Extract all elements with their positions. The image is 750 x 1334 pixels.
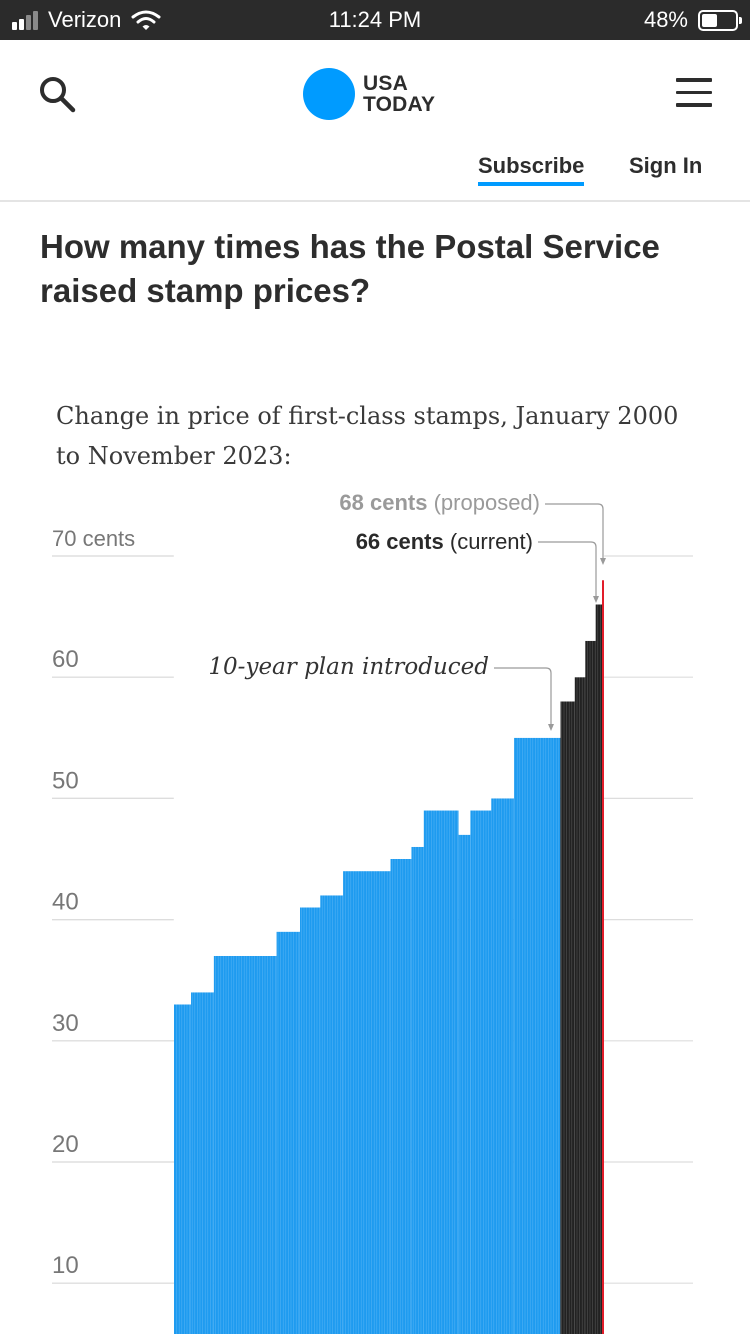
price-bar bbox=[213, 955, 277, 1334]
price-bar bbox=[458, 834, 471, 1334]
subscribe-link[interactable]: Subscribe bbox=[478, 153, 585, 186]
price-bar bbox=[585, 640, 596, 1334]
current-label: 66 cents (current) bbox=[356, 529, 533, 554]
wifi-icon bbox=[131, 10, 161, 30]
y-tick-label: 40 bbox=[52, 889, 79, 916]
status-bar: Verizon 11:24 PM 48% bbox=[0, 0, 750, 40]
menu-button[interactable] bbox=[676, 78, 712, 108]
plan-arrow bbox=[548, 724, 554, 731]
status-time: 11:24 PM bbox=[328, 7, 422, 32]
current-arrow bbox=[593, 596, 599, 603]
search-button[interactable] bbox=[38, 75, 78, 115]
price-bars bbox=[173, 554, 605, 1334]
carrier-group: Verizon bbox=[12, 7, 161, 33]
battery-group: 48% bbox=[643, 7, 742, 33]
signal-icon bbox=[12, 10, 40, 30]
plan-label: 10-year plan introduced bbox=[208, 654, 489, 680]
price-bar bbox=[423, 810, 459, 1334]
price-bar bbox=[276, 931, 300, 1334]
site-header: USA TODAY Subscribe Sign In bbox=[0, 40, 750, 202]
current-leader bbox=[538, 541, 597, 600]
y-tick-label: 10 bbox=[52, 1252, 79, 1279]
menu-icon bbox=[676, 78, 712, 107]
chart-title: Change in price of first-class stamps, J… bbox=[56, 402, 679, 470]
logo-wordmark: USA TODAY bbox=[363, 72, 436, 116]
y-tick-label: 20 bbox=[52, 1131, 79, 1158]
search-icon bbox=[40, 77, 76, 113]
price-bar bbox=[470, 810, 492, 1334]
price-bar bbox=[190, 992, 214, 1334]
plan-leader bbox=[494, 667, 552, 728]
article-headline: How many times has the Postal Service ra… bbox=[40, 228, 660, 309]
y-tick-label: 30 bbox=[52, 1010, 79, 1037]
y-tick-label: 50 bbox=[52, 767, 79, 794]
proposed-label: 68 cents (proposed) bbox=[339, 490, 540, 515]
usa-today-logo[interactable]: USA TODAY bbox=[303, 68, 435, 120]
price-bar bbox=[174, 1004, 191, 1334]
y-tick-label: 70 cents bbox=[52, 526, 135, 551]
proposed-leader bbox=[545, 503, 604, 562]
logo-dot bbox=[303, 68, 355, 120]
price-bar bbox=[411, 846, 424, 1334]
y-axis-ticks: 10 20 30 40 50 60 70 cents bbox=[52, 526, 135, 1279]
price-bar bbox=[390, 859, 412, 1334]
proposed-arrow bbox=[600, 558, 606, 565]
price-bar bbox=[574, 677, 586, 1334]
battery-percent: 48% bbox=[643, 7, 688, 32]
annotations: 68 cents (proposed) 66 cents (current) 10-… bbox=[208, 490, 606, 731]
sign-in-link[interactable]: Sign In bbox=[629, 153, 703, 178]
price-bar bbox=[342, 871, 391, 1334]
price-bar bbox=[299, 907, 321, 1334]
price-bar bbox=[513, 737, 561, 1334]
price-bar bbox=[560, 701, 575, 1334]
carrier-name: Verizon bbox=[48, 7, 122, 32]
price-bar bbox=[595, 604, 604, 1334]
price-bar bbox=[320, 895, 343, 1334]
price-bar bbox=[491, 798, 514, 1334]
y-tick-label: 60 bbox=[52, 646, 79, 673]
battery-icon bbox=[698, 9, 742, 31]
